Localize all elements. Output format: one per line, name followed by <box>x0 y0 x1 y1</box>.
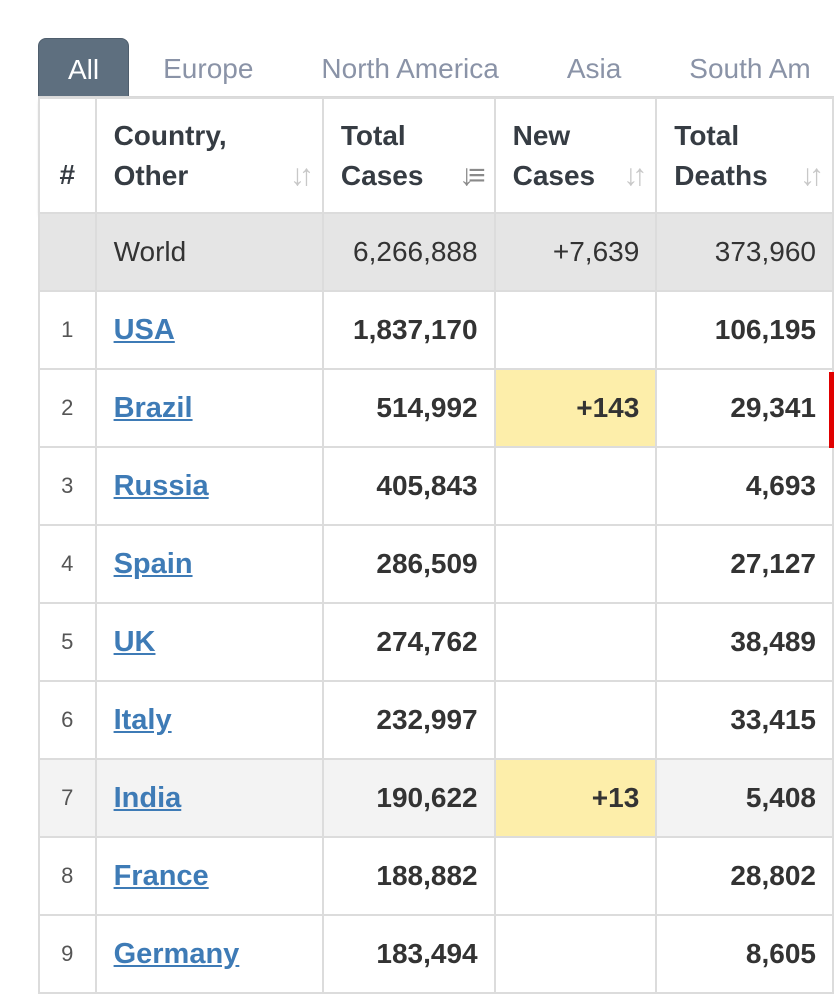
total-deaths-cell: 373,960 <box>655 212 834 292</box>
total-deaths-cell: 28,802 <box>655 836 834 916</box>
rank-header-label: # <box>59 158 76 190</box>
country-cell: Russia <box>94 446 324 526</box>
new-cases-cell: +13 <box>493 758 658 838</box>
total-deaths-cell: 8,605 <box>655 914 834 994</box>
total-cases-cell: 286,509 <box>321 524 496 604</box>
total-deaths-cell: 29,341 <box>655 368 834 448</box>
table-row: 9 Germany 183,494 8,605 <box>38 914 834 994</box>
sort-icon[interactable]: ↓↑ <box>800 158 824 192</box>
total-cases-cell: 274,762 <box>321 602 496 682</box>
table-header-row: # Country, Other ↓↑ Total Cases ↓≡ <box>38 97 834 214</box>
total-deaths-cell: 33,415 <box>655 680 834 760</box>
sort-icon[interactable]: ↓↑ <box>623 158 647 192</box>
country-cell: UK <box>94 602 324 682</box>
total-deaths-cell: 27,127 <box>655 524 834 604</box>
tab-asia[interactable]: Asia <box>566 53 622 84</box>
total-cases-cell: 1,837,170 <box>321 290 496 370</box>
table-row: 8 France 188,882 28,802 <box>38 836 834 916</box>
total-cases-cell: 232,997 <box>321 680 496 760</box>
country-cell: France <box>94 836 324 916</box>
table-row: 1 USA 1,837,170 106,195 <box>38 290 834 370</box>
country-link[interactable]: France <box>113 859 209 892</box>
country-header[interactable]: Country, Other ↓↑ <box>94 97 324 214</box>
rank-cell: 4 <box>38 524 97 604</box>
table-row: 6 Italy 232,997 33,415 <box>38 680 834 760</box>
new-deaths-marker <box>829 372 834 448</box>
country-link[interactable]: Germany <box>113 937 240 970</box>
country-header-line2: Other <box>113 159 189 191</box>
tab-north-america[interactable]: North America <box>321 53 499 84</box>
new-cases-header-line2: Cases <box>512 159 596 191</box>
total-deaths-header[interactable]: Total Deaths ↓↑ <box>655 97 834 214</box>
tab-europe[interactable]: Europe <box>163 53 254 84</box>
rank-header: # <box>38 97 97 214</box>
tab-divider <box>38 96 834 98</box>
sort-icon[interactable]: ↓↑ <box>289 158 314 192</box>
new-cases-cell: +7,639 <box>493 212 658 292</box>
total-cases-cell: 514,992 <box>321 368 496 448</box>
total-cases-cell: 190,622 <box>321 758 496 838</box>
new-cases-header-line1: New <box>512 119 571 151</box>
total-cases-cell: 188,882 <box>321 836 496 916</box>
stats-table: # Country, Other ↓↑ Total Cases ↓≡ <box>38 97 834 994</box>
new-cases-cell <box>493 914 658 994</box>
country-link[interactable]: Russia <box>113 469 209 502</box>
country-cell: Italy <box>94 680 324 760</box>
new-cases-cell <box>493 680 658 760</box>
total-cases-header[interactable]: Total Cases ↓≡ <box>321 97 496 214</box>
rank-cell: 1 <box>38 290 97 370</box>
total-deaths-cell: 5,408 <box>655 758 834 838</box>
rank-cell: 3 <box>38 446 97 526</box>
tab-south-america[interactable]: South Am <box>689 53 811 84</box>
country-cell: Brazil <box>94 368 324 448</box>
rank-cell: 5 <box>38 602 97 682</box>
rank-cell <box>38 212 97 292</box>
tab-all[interactable]: All <box>38 38 130 98</box>
rank-cell: 9 <box>38 914 97 994</box>
country-link[interactable]: USA <box>113 313 175 346</box>
rank-cell: 8 <box>38 836 97 916</box>
total-cases-header-line1: Total <box>340 119 406 151</box>
table-row: 7 India 190,622 +13 5,408 <box>38 758 834 838</box>
new-cases-cell <box>493 602 658 682</box>
total-cases-cell: 6,266,888 <box>321 212 496 292</box>
total-deaths-header-line2: Deaths <box>674 159 768 191</box>
total-deaths-cell: 106,195 <box>655 290 834 370</box>
country-header-line1: Country, <box>113 119 227 151</box>
total-cases-header-line2: Cases <box>340 159 424 191</box>
new-cases-cell <box>493 290 658 370</box>
rank-cell: 7 <box>38 758 97 838</box>
new-cases-cell <box>493 446 658 526</box>
region-tabs: All Europe North America Asia South Am <box>38 36 834 98</box>
table-row: 2 Brazil 514,992 +143 29,341 <box>38 368 834 448</box>
country-cell: USA <box>94 290 324 370</box>
total-cases-cell: 405,843 <box>321 446 496 526</box>
rank-cell: 2 <box>38 368 97 448</box>
country-cell: India <box>94 758 324 838</box>
new-cases-header[interactable]: New Cases ↓↑ <box>493 97 658 214</box>
table-row: 3 Russia 405,843 4,693 <box>38 446 834 526</box>
rank-cell: 6 <box>38 680 97 760</box>
sort-desc-icon[interactable]: ↓≡ <box>459 158 485 192</box>
total-deaths-cell: 38,489 <box>655 602 834 682</box>
country-link[interactable]: Italy <box>113 703 172 736</box>
country-cell: Spain <box>94 524 324 604</box>
total-cases-cell: 183,494 <box>321 914 496 994</box>
total-deaths-cell: 4,693 <box>655 446 834 526</box>
new-cases-cell <box>493 524 658 604</box>
country-link[interactable]: Brazil <box>113 391 193 424</box>
country-link[interactable]: UK <box>113 625 156 658</box>
world-row: World 6,266,888 +7,639 373,960 <box>38 212 834 292</box>
country-link[interactable]: Spain <box>113 547 193 580</box>
table-row: 5 UK 274,762 38,489 <box>38 602 834 682</box>
new-cases-cell: +143 <box>493 368 658 448</box>
table-row: 4 Spain 286,509 27,127 <box>38 524 834 604</box>
total-deaths-header-line1: Total <box>674 119 740 151</box>
country-cell: Germany <box>94 914 324 994</box>
new-cases-cell <box>493 836 658 916</box>
country-cell: World <box>94 212 324 292</box>
country-link[interactable]: India <box>113 781 182 814</box>
